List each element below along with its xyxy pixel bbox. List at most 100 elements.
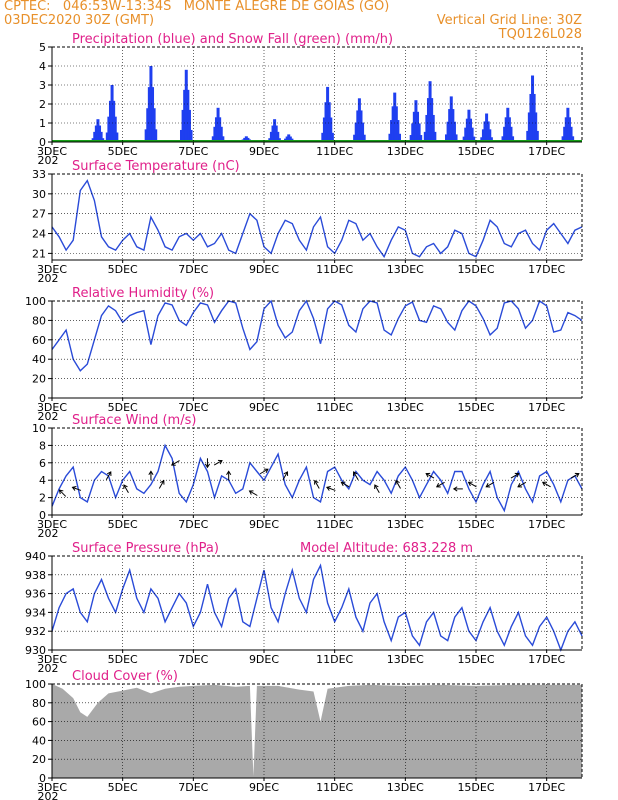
x-tick-label: 9DEC (249, 401, 279, 414)
precipitation-bar (94, 125, 98, 142)
precipitation-bar (425, 114, 429, 142)
precipitation-bar (218, 117, 222, 142)
precipitation-bar (110, 85, 114, 142)
x-tick-label: 5DEC (108, 401, 138, 414)
wind-arrow-head (541, 481, 547, 487)
wind-arrow (570, 473, 580, 479)
y-tick-label: 0 (39, 509, 46, 522)
precipitation-bar (356, 110, 360, 142)
precipitation-bar (391, 106, 395, 142)
precipitation-bar (485, 113, 489, 142)
precipitation-bar (444, 134, 448, 142)
y-tick-label: 930 (25, 644, 46, 657)
y-tick-label: 8 (39, 439, 46, 452)
precipitation-bar (394, 106, 398, 142)
year-label: 202 (38, 410, 59, 423)
precipitation-bar (183, 89, 187, 142)
precipitation-bar (501, 136, 505, 142)
x-tick-label: 15DEC (457, 401, 494, 414)
wind-arrow-head (58, 489, 64, 495)
surface-temperature-line (51, 179, 583, 259)
precipitation-bar (107, 116, 111, 142)
precipitation-bar (221, 136, 225, 142)
precipitation-bar (409, 135, 413, 142)
x-tick-label: 3DEC (37, 401, 67, 414)
precipitation-bar (531, 75, 535, 142)
precipitation-bar (213, 126, 217, 142)
x-tick-label: 15DEC (457, 653, 494, 666)
precipitation-bar (181, 109, 185, 142)
precipitation-bar (488, 129, 492, 142)
wind-arrow (259, 468, 269, 475)
precipitation-bar (571, 136, 575, 142)
x-tick-label: 13DEC (387, 653, 424, 666)
wind-arrow-head (107, 471, 112, 476)
y-tick-label: 2 (39, 98, 46, 111)
x-tick-label: 5DEC (108, 145, 138, 158)
precipitation-bar (470, 127, 474, 142)
precipitation-bar (184, 69, 188, 142)
y-tick-label: 932 (25, 625, 46, 638)
precipitation-bar (179, 129, 183, 142)
year-label: 202 (38, 790, 59, 800)
precipitation-bar (327, 102, 331, 142)
precipitation-bar (287, 134, 291, 142)
precipitation-bar (288, 136, 292, 142)
precipitation-bar (465, 118, 469, 142)
wind-arrow-head (435, 483, 441, 488)
model-altitude-label: Model Altitude: 683.228 m (300, 541, 473, 556)
forecast-run-time: 03DEC2020 30Z (GMT) (4, 13, 155, 28)
x-tick-label: 17DEC (528, 781, 565, 794)
wind-arrow-head (263, 468, 269, 474)
precipitation-bar (431, 114, 435, 142)
precipitation-bar (244, 136, 248, 142)
precipitation-bar (115, 132, 119, 142)
wind-arrow-head (374, 484, 379, 490)
wind-arrow (425, 473, 435, 479)
precipitation-bar (489, 137, 493, 142)
x-tick-label: 11DEC (316, 781, 353, 794)
precipitation-bar (324, 102, 328, 142)
precipitation-bar (105, 132, 109, 142)
precipitation-bar (509, 126, 513, 142)
precipitation-bar (273, 119, 277, 142)
y-tick-label: 27 (32, 208, 46, 221)
wind-arrow (436, 481, 445, 488)
y-tick-label: 4 (39, 60, 46, 73)
precipitation-bar (211, 136, 215, 142)
precipitation-bar (452, 121, 456, 142)
x-tick-label: 5DEC (108, 653, 138, 666)
y-tick-label: 60 (32, 334, 46, 347)
precipitation-bar (214, 117, 218, 142)
y-tick-label: 40 (32, 734, 46, 747)
precipitation-bar (396, 120, 400, 142)
x-tick-label: 17DEC (528, 145, 565, 158)
precipitation-bar (246, 137, 250, 142)
x-tick-label: 3DEC (37, 518, 67, 531)
precipitation-bar (271, 125, 275, 142)
x-tick-label: 9DEC (249, 653, 279, 666)
wind-arrow-head (340, 481, 346, 487)
y-tick-label: 100 (25, 295, 46, 308)
x-tick-label: 3DEC (37, 263, 67, 276)
precipitation-bar (99, 131, 103, 142)
precipitation-bar (480, 137, 484, 142)
y-tick-label: 40 (32, 353, 46, 366)
precipitation-bar (112, 100, 116, 142)
precipitation-bar (469, 118, 473, 142)
precipitation-bar (569, 126, 573, 142)
vertical-grid-line-label: Vertical Grid Line: 30Z (436, 13, 582, 28)
y-tick-label: 936 (25, 588, 46, 601)
y-tick-label: 10 (32, 422, 46, 435)
precipitation-bar (534, 112, 538, 142)
precipitation-bar (216, 107, 220, 142)
wind-arrow (59, 489, 67, 497)
wind-arrow (395, 480, 401, 489)
wind-arrow-head (148, 470, 154, 475)
precipitation-bar (419, 135, 423, 142)
x-tick-label: 7DEC (178, 145, 208, 158)
precipitation-bar (472, 136, 476, 142)
precipitation-bar (467, 109, 471, 142)
x-tick-label: 11DEC (316, 518, 353, 531)
precipitation-bar (564, 117, 568, 142)
